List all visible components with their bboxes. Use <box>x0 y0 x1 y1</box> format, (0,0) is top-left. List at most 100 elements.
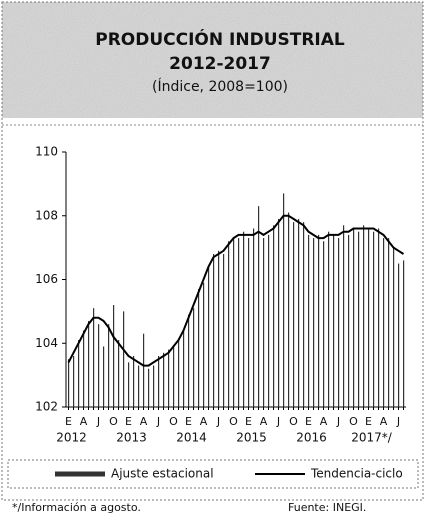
bar <box>328 231 330 407</box>
bar <box>183 330 185 407</box>
bar <box>98 324 100 407</box>
bar <box>348 234 350 407</box>
bar <box>83 330 85 407</box>
bar <box>103 346 105 407</box>
source: Fuente: INEGI. <box>288 501 366 514</box>
bar <box>403 260 405 407</box>
header-texture <box>2 2 423 118</box>
bar <box>288 212 290 407</box>
bar <box>358 231 360 407</box>
bar <box>228 241 230 407</box>
bar <box>308 234 310 407</box>
bar <box>303 222 305 407</box>
x-tick-label: O <box>229 415 238 428</box>
year-label: 2013 <box>116 431 147 445</box>
year-label: 2016 <box>296 431 327 445</box>
y-tick-label: 108 <box>35 208 58 222</box>
bar <box>113 305 115 407</box>
x-tick-label: A <box>200 415 208 428</box>
bar <box>293 222 295 407</box>
bar <box>208 266 210 407</box>
bar <box>168 349 170 407</box>
x-tick-label: O <box>349 415 358 428</box>
bar <box>298 218 300 407</box>
bar <box>88 320 90 407</box>
bar <box>353 228 355 407</box>
bar <box>143 333 145 407</box>
bar <box>178 340 180 407</box>
bar <box>338 238 340 407</box>
bar <box>188 314 190 407</box>
x-tick-label: J <box>396 415 400 428</box>
bar <box>148 368 150 407</box>
bar <box>253 228 255 407</box>
x-tick-label: A <box>380 415 388 428</box>
bar <box>343 225 345 407</box>
x-tick-label: J <box>156 415 160 428</box>
x-tick-label: E <box>185 415 192 428</box>
bar <box>68 359 70 407</box>
bar <box>278 218 280 407</box>
bar <box>313 238 315 407</box>
bar <box>138 365 140 407</box>
bar <box>93 308 95 407</box>
x-tick-label: O <box>289 415 298 428</box>
bar <box>363 225 365 407</box>
bar <box>398 263 400 407</box>
bar <box>273 225 275 407</box>
bar <box>248 238 250 407</box>
trend-line <box>67 214 405 367</box>
bar <box>268 234 270 407</box>
bar <box>73 356 75 407</box>
bar <box>128 362 130 407</box>
year-label: 2015 <box>236 431 267 445</box>
y-tick-label: 106 <box>35 272 58 286</box>
bar <box>283 193 285 407</box>
bar <box>118 340 120 407</box>
y-tick-label: 104 <box>35 336 58 350</box>
x-tick-label: E <box>125 415 132 428</box>
bar <box>173 346 175 407</box>
bar <box>203 282 205 407</box>
x-tick-label: A <box>260 415 268 428</box>
bar <box>393 247 395 407</box>
x-tick-label: O <box>109 415 118 428</box>
y-tick-label: 102 <box>35 400 58 414</box>
legend-box <box>7 459 419 489</box>
x-tick-label: J <box>276 415 280 428</box>
legend-swatch <box>55 471 105 477</box>
x-tick-label: O <box>169 415 178 428</box>
bar <box>233 238 235 407</box>
x-tick-label: J <box>336 415 340 428</box>
bar <box>153 365 155 407</box>
bar <box>238 238 240 407</box>
bar <box>133 356 135 407</box>
bar <box>378 228 380 407</box>
bar <box>193 308 195 407</box>
y-tick-label: 110 <box>35 145 58 159</box>
year-label: 2017*/ <box>351 431 393 445</box>
bar <box>368 228 370 407</box>
bar <box>158 356 160 407</box>
year-label: 2014 <box>176 431 207 445</box>
chart-subtitle: 2012-2017 <box>169 54 271 74</box>
bar <box>318 234 320 407</box>
bar <box>323 241 325 407</box>
frame <box>1 1 424 501</box>
bar <box>213 254 215 407</box>
x-tick-label: E <box>65 415 72 428</box>
bar <box>388 238 390 407</box>
bar <box>333 234 335 407</box>
bar <box>108 324 110 407</box>
x-tick-label: E <box>365 415 372 428</box>
bar <box>123 311 125 407</box>
bar <box>373 231 375 407</box>
bar <box>243 231 245 407</box>
bar <box>263 238 265 407</box>
chart-title: PRODUCCIÓN INDUSTRIAL <box>95 28 345 50</box>
x-tick-label: E <box>305 415 312 428</box>
x-tick-label: E <box>245 415 252 428</box>
legend-label: Tendencia-ciclo <box>310 467 403 481</box>
bar <box>223 254 225 407</box>
